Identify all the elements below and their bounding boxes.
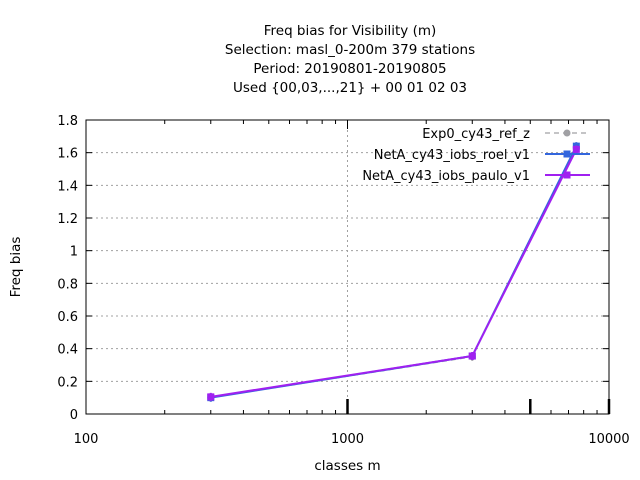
- legend-marker: [563, 150, 571, 158]
- data-point: [468, 352, 476, 360]
- title-line: Freq bias for Visibility (m): [264, 23, 437, 39]
- title-line: Used {00,03,...,21} + 00 01 02 03: [233, 80, 467, 96]
- y-tick-label: 0.2: [57, 375, 78, 390]
- legend: Exp0_cy43_ref_z NetA_cy43_iobs_roel_v1 Net…: [362, 127, 590, 184]
- y-tick-label: 0.4: [57, 343, 78, 358]
- y-tick-label: 1.2: [57, 212, 78, 227]
- baseline-markers: [346, 399, 611, 414]
- data-point: [572, 145, 580, 153]
- title-line: Period: 20190801-20190805: [253, 61, 446, 77]
- legend-marker: [563, 129, 571, 137]
- x-axis-label: classes m: [314, 458, 380, 474]
- legend-label: NetA_cy43_iobs_roel_v1: [374, 148, 530, 163]
- legend-label: Exp0_cy43_ref_z: [422, 127, 530, 142]
- title-line: Selection: masl_0-200m 379 stations: [225, 42, 475, 58]
- legend-marker: [563, 171, 571, 179]
- series-2: [207, 145, 580, 401]
- series: [207, 142, 580, 402]
- y-axis-label: Freq bias: [8, 237, 24, 298]
- x-tick-label: 10000: [588, 432, 629, 447]
- y-tick-label: 0: [70, 408, 78, 423]
- grid: [86, 120, 609, 414]
- y-tick-label: 0.8: [57, 277, 78, 292]
- series-line: [210, 148, 578, 398]
- y-tick-label: 1.6: [57, 147, 78, 162]
- legend-label: NetA_cy43_iobs_paulo_v1: [362, 169, 530, 184]
- y-tick-label: 1.8: [57, 114, 78, 129]
- y-tick-label: 1: [70, 245, 78, 260]
- x-tick-label: 100: [74, 432, 99, 447]
- y-tick-label: 1.4: [57, 179, 78, 194]
- data-point: [207, 393, 215, 401]
- y-tick-label: 0.6: [57, 310, 78, 325]
- chart-title: Freq bias for Visibility (m) Selection: m…: [225, 23, 475, 96]
- y-axis: 0 0.2 0.4 0.6 0.8 1 1.2 1.4 1.6 1.8: [57, 114, 609, 423]
- x-tick-label: 1000: [331, 432, 364, 447]
